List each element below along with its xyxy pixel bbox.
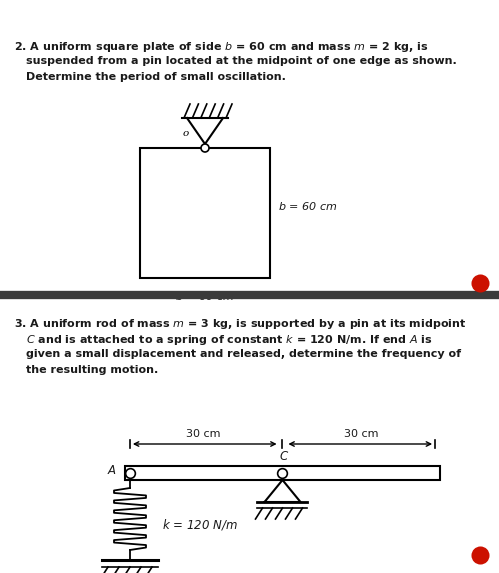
Text: $A$: $A$ — [107, 465, 117, 477]
Text: $b$ = 60 cm: $b$ = 60 cm — [278, 201, 337, 213]
Text: $k$ = 120 N/m: $k$ = 120 N/m — [162, 517, 238, 532]
Text: 30 cm: 30 cm — [187, 429, 221, 439]
Bar — [140, 148, 270, 278]
Bar — [125, 466, 440, 480]
Text: o: o — [183, 129, 189, 138]
Text: suspended from a pin located at the midpoint of one edge as shown.: suspended from a pin located at the midp… — [26, 56, 457, 66]
Circle shape — [201, 144, 209, 152]
Text: given a small displacement and released, determine the frequency of: given a small displacement and released,… — [26, 349, 461, 359]
Text: $b$ = 60 cm: $b$ = 60 cm — [175, 290, 235, 302]
Text: 2. A uniform square plate of side $b$ = 60 cm and mass $m$ = 2 kg, is: 2. A uniform square plate of side $b$ = … — [14, 40, 429, 54]
Text: 30 cm: 30 cm — [344, 429, 379, 439]
Text: 3. A uniform rod of mass $m$ = 3 kg, is supported by a pin at its midpoint: 3. A uniform rod of mass $m$ = 3 kg, is … — [14, 317, 467, 331]
Text: the resulting motion.: the resulting motion. — [26, 365, 158, 375]
Text: $C$ and is attached to a spring of constant $k$ = 120 N/m. If end $A$ is: $C$ and is attached to a spring of const… — [26, 333, 433, 347]
Text: $C$: $C$ — [279, 450, 289, 463]
Text: Determine the period of small oscillation.: Determine the period of small oscillatio… — [26, 72, 286, 82]
